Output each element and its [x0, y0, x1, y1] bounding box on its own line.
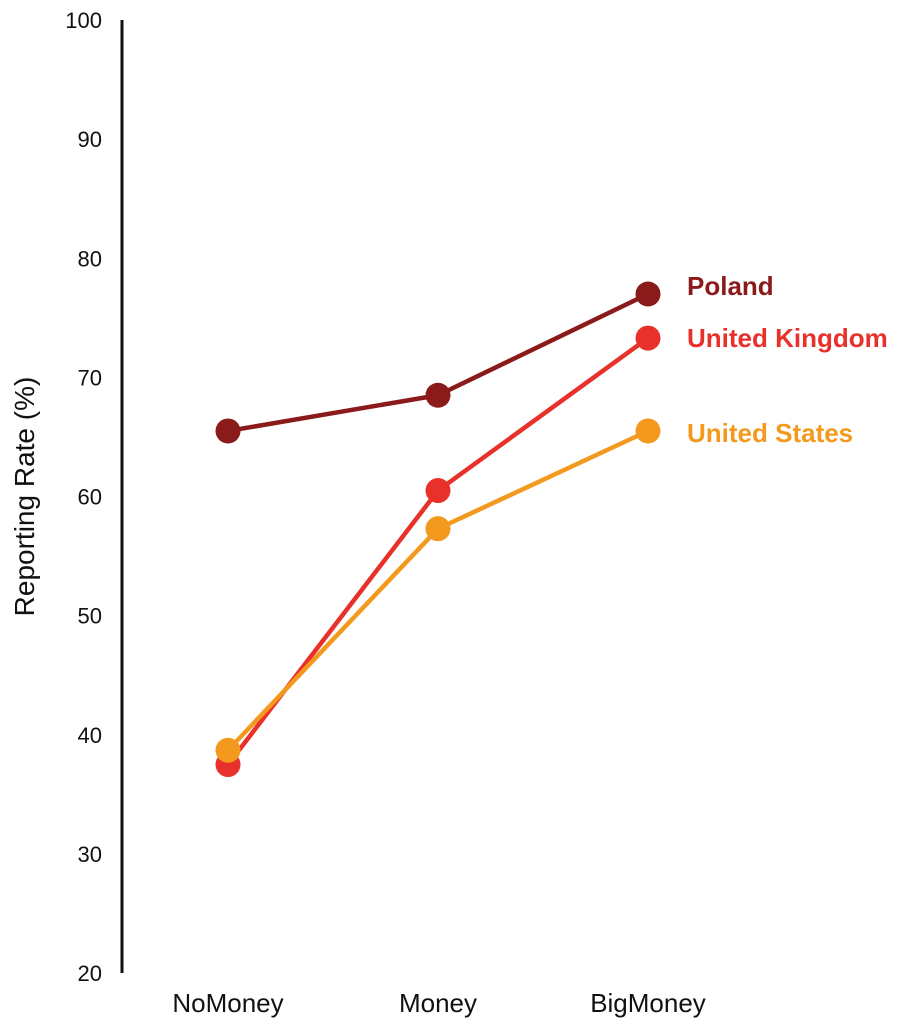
y-tick-label-30: 30 — [78, 842, 102, 867]
data-point-poland-nomoney — [215, 418, 241, 444]
series-label-united-states: United States — [687, 418, 853, 448]
series-points — [215, 281, 661, 778]
data-point-united-states-bigmoney — [635, 418, 661, 444]
y-tick-label-60: 60 — [78, 485, 102, 510]
x-tick-label-money: Money — [399, 988, 477, 1018]
series-line-poland — [225, 291, 651, 434]
y-tick-label-70: 70 — [78, 365, 102, 390]
data-point-poland-bigmoney — [635, 281, 661, 307]
data-point-poland-money — [425, 382, 451, 408]
data-point-united-kingdom-bigmoney — [635, 325, 661, 351]
data-point-united-states-money — [425, 516, 451, 542]
x-tick-label-bigmoney: BigMoney — [590, 988, 706, 1018]
data-point-united-states-nomoney — [215, 737, 241, 763]
x-tick-label-nomoney: NoMoney — [172, 988, 283, 1018]
y-tick-label-100: 100 — [65, 8, 102, 33]
y-axis-title: Reporting Rate (%) — [9, 377, 40, 617]
series-labels: Poland United Kingdom United States — [687, 271, 888, 448]
y-tick-label-40: 40 — [78, 723, 102, 748]
series-label-poland: Poland — [687, 271, 774, 301]
y-tick-labels: 20 30 40 50 60 70 80 90 100 — [65, 8, 102, 986]
y-tick-label-90: 90 — [78, 127, 102, 152]
series-label-united-kingdom: United Kingdom — [687, 323, 888, 353]
y-tick-label-50: 50 — [78, 604, 102, 629]
y-tick-label-80: 80 — [78, 246, 102, 271]
y-tick-label-20: 20 — [78, 961, 102, 986]
data-point-united-kingdom-money — [425, 478, 451, 504]
x-tick-labels: NoMoney Money BigMoney — [172, 988, 705, 1018]
